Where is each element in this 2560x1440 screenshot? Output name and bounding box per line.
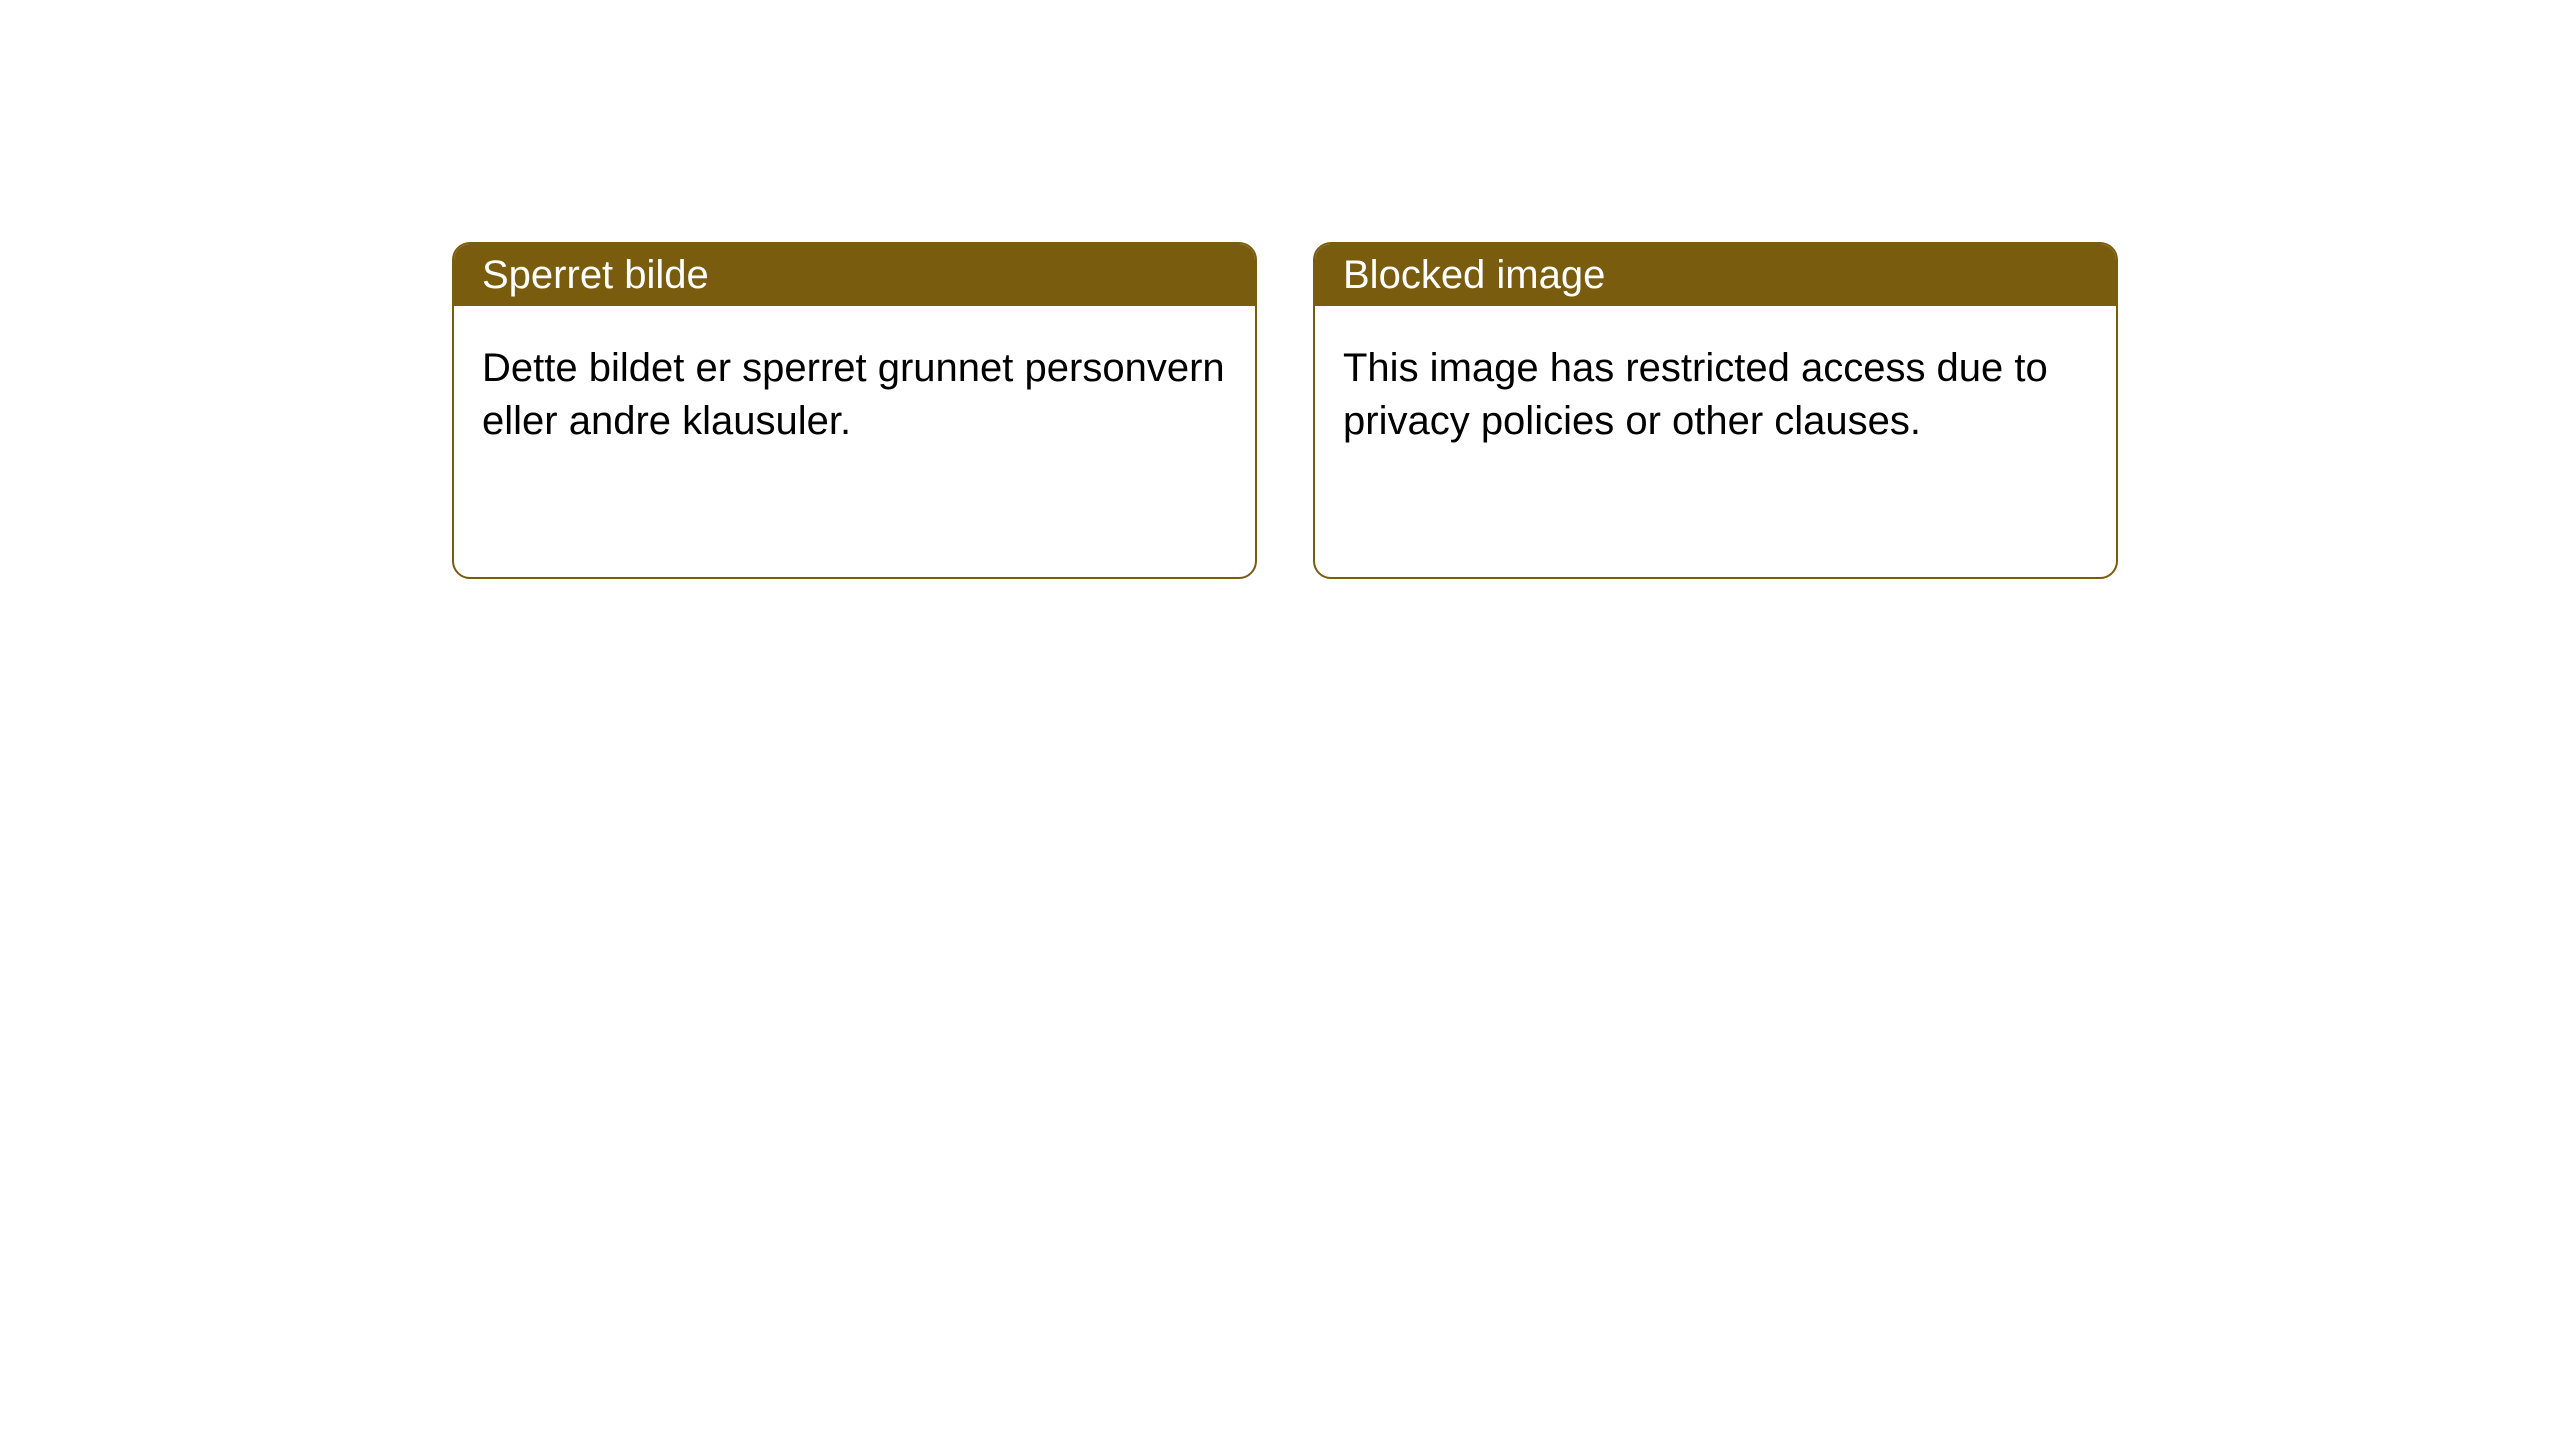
notice-title: Blocked image: [1343, 253, 1605, 298]
notice-body: This image has restricted access due to …: [1315, 306, 2116, 484]
notice-card-english: Blocked image This image has restricted …: [1313, 242, 2118, 579]
notice-message: Dette bildet er sperret grunnet personve…: [482, 346, 1225, 443]
notice-title: Sperret bilde: [482, 253, 709, 298]
notice-header: Blocked image: [1315, 244, 2116, 306]
notice-body: Dette bildet er sperret grunnet personve…: [454, 306, 1255, 484]
notice-header: Sperret bilde: [454, 244, 1255, 306]
notice-message: This image has restricted access due to …: [1343, 346, 2048, 443]
notice-card-norwegian: Sperret bilde Dette bildet er sperret gr…: [452, 242, 1257, 579]
notice-container: Sperret bilde Dette bildet er sperret gr…: [0, 0, 2560, 579]
